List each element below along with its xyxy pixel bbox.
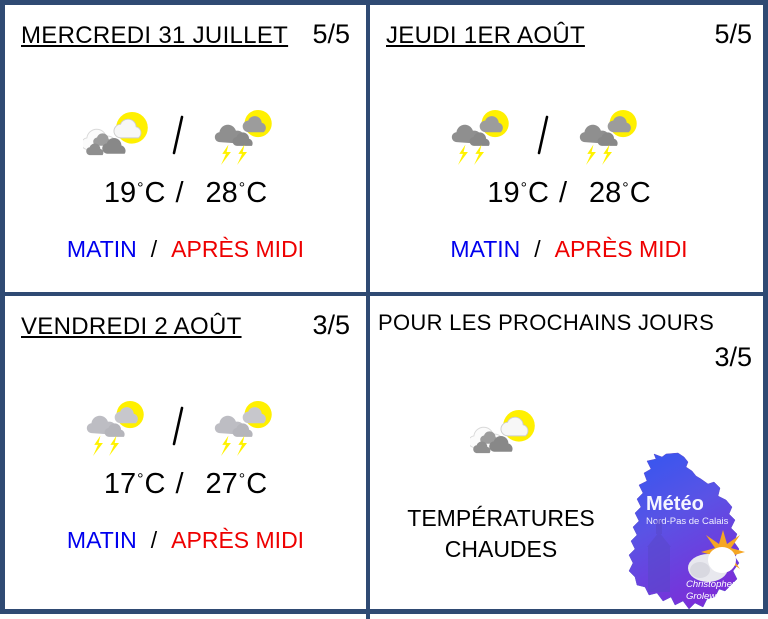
svg-text:Météo: Météo [646, 493, 704, 515]
svg-text:Christopher: Christopher [686, 579, 736, 590]
svg-text:Grolewski: Grolewski [686, 591, 729, 602]
